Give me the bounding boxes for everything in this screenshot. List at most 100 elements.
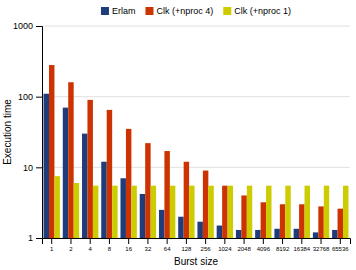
x-tick: 4 [89, 238, 93, 252]
bar [68, 82, 73, 238]
x-tick-label: 16 [125, 246, 132, 252]
x-tick-label: 16384 [293, 246, 310, 252]
x-tick-label: 1 [50, 246, 54, 252]
bar [261, 202, 266, 238]
plot: 1 2 4 8 16 32 64 128 256 1024 2048 4096 819216384327… [13, 21, 351, 252]
legend-label: Clk (+nproc 1) [234, 6, 291, 16]
bar [203, 171, 208, 238]
bar [120, 178, 125, 238]
x-tick: 1024 [218, 238, 232, 252]
y-tick: 100 [18, 92, 42, 102]
bar-series [49, 65, 343, 238]
y-tick: 1 [28, 233, 42, 243]
bar [178, 217, 183, 238]
x-tick-mark [167, 238, 168, 244]
x-tick-label: 256 [201, 246, 212, 252]
x-tick-mark [301, 238, 302, 244]
y-axis: 1 10 100 1000 [13, 21, 43, 243]
bars [44, 65, 349, 238]
bar [318, 206, 323, 238]
bar [285, 186, 290, 238]
x-tick-label: 1024 [218, 246, 232, 252]
x-tick-mark [205, 238, 206, 244]
x-tick: 32768 [313, 238, 330, 252]
bar [208, 186, 213, 238]
legend-label: Erlam [112, 6, 136, 16]
x-tick-label: 8 [108, 246, 112, 252]
x-tick: 8192 [276, 238, 290, 252]
bar [324, 186, 329, 238]
x-tick-label: 32768 [313, 246, 330, 252]
bar [189, 186, 194, 238]
x-tick-mark [224, 238, 225, 244]
bar [82, 134, 87, 238]
bar [101, 162, 106, 238]
bar [305, 186, 310, 238]
bar [126, 129, 131, 238]
bar [170, 186, 175, 238]
chart-container: 1 2 4 8 16 32 64 128 256 1024 2048 4096 819216384327… [0, 0, 356, 270]
bar [112, 186, 117, 238]
x-axis: 1 2 4 8 16 32 64 128 256 1024 2048 4096 819216384327… [43, 238, 351, 252]
bar [299, 204, 304, 238]
bar [54, 176, 59, 238]
legend-swatch [223, 7, 231, 15]
x-tick-mark [321, 238, 322, 244]
x-tick-label: 8192 [276, 246, 290, 252]
bar-series [54, 176, 348, 238]
bar [343, 186, 348, 238]
bar [131, 186, 136, 238]
bar [44, 94, 49, 238]
bar [151, 186, 156, 238]
bar [338, 209, 343, 238]
y-tick: 10 [23, 163, 42, 173]
legend-label: Clk (+nproc 4) [156, 6, 213, 16]
y-axis-line [36, 27, 43, 239]
bar [63, 108, 68, 238]
bar [87, 100, 92, 238]
x-tick: 65536 [332, 238, 349, 252]
legend-item: Clk (+nproc 4) [145, 6, 213, 16]
bar [74, 183, 79, 238]
y-tick-mark [36, 26, 42, 27]
x-tick: 128 [181, 238, 192, 252]
x-tick: 1 [50, 238, 54, 252]
x-tick-mark [282, 238, 283, 244]
y-tick: 1000 [13, 21, 42, 31]
x-tick-label: 32 [145, 246, 152, 252]
bar [247, 186, 252, 238]
x-tick-mark [109, 238, 110, 244]
x-tick: 2048 [237, 238, 251, 252]
legend-item: Erlam [101, 6, 136, 16]
x-tick-label: 4096 [257, 246, 271, 252]
bar [313, 232, 318, 238]
y-tick-label: 1 [28, 233, 33, 243]
x-tick-mark [128, 238, 129, 244]
x-tick: 64 [164, 238, 171, 252]
chart: 1 2 4 8 16 32 64 128 256 1024 2048 4096 819216384327… [0, 0, 356, 270]
y-tick-mark [36, 167, 42, 168]
bar [228, 186, 233, 238]
bar [145, 143, 150, 238]
bar [280, 204, 285, 238]
bar-series [44, 94, 338, 238]
bar [107, 110, 112, 238]
x-axis-title: Burst size [174, 256, 218, 267]
y-tick-mark [36, 97, 42, 98]
bar [294, 229, 299, 238]
bar [236, 230, 241, 238]
x-tick-label: 65536 [332, 246, 349, 252]
y-tick-label: 10 [23, 163, 33, 173]
bar [197, 222, 202, 238]
bar [159, 210, 164, 238]
x-tick-mark [90, 238, 91, 244]
legend-swatch [101, 7, 109, 15]
bar [217, 226, 222, 238]
bar [266, 186, 271, 238]
x-tick-label: 2 [69, 246, 73, 252]
grid [42, 26, 350, 238]
x-tick-mark [186, 238, 187, 244]
y-tick-label: 100 [18, 92, 33, 102]
x-tick-label: 64 [164, 246, 171, 252]
x-tick-mark [244, 238, 245, 244]
